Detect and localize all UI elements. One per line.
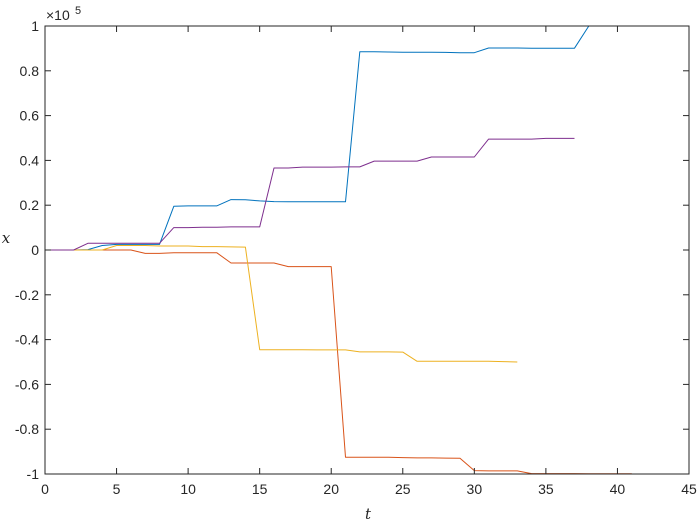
x-tick-label: 15: [252, 481, 268, 497]
x-tick-label: 20: [323, 481, 339, 497]
x-tick-label: 25: [395, 481, 411, 497]
y-tick-label: -0.2: [15, 287, 39, 303]
series-line-4: [45, 137, 575, 251]
y-tick-label: 0.6: [20, 108, 40, 124]
x-tick-label: 10: [180, 481, 196, 497]
x-tick-labels: 0 5 10 15 20 25 30 35 40 45: [41, 481, 697, 497]
x-tick-label: 40: [610, 481, 626, 497]
y-tick-label: 0.2: [20, 197, 40, 213]
x-tick-label: 5: [113, 481, 121, 497]
y-exponent-power: 5: [75, 5, 81, 17]
series-line-3: [45, 245, 518, 363]
y-tick-label: -0.6: [15, 376, 39, 392]
x-tick-label: 0: [41, 481, 49, 497]
x-tick-label: 35: [538, 481, 554, 497]
axes-box: [44, 25, 690, 475]
y-tick-label: -0.4: [15, 332, 39, 348]
y-tick-labels: -1 -0.8 -0.6 -0.4 -0.2 0 0.2 0.4 0.6 0.8 1: [15, 18, 39, 482]
y-tick-label: -0.8: [15, 421, 39, 437]
x-tick-label: 45: [681, 481, 697, 497]
y-tick-label: -1: [27, 466, 40, 482]
y-tick-label: 1: [31, 18, 39, 34]
x-axis-label: t: [365, 505, 372, 523]
plot-background: [45, 26, 689, 474]
y-exponent-base: ×10: [46, 7, 70, 23]
y-axis-label: x: [2, 229, 11, 247]
y-tick-label: 0: [31, 242, 39, 258]
series-line-1: [45, 25, 689, 251]
y-tick-label: 0.8: [20, 63, 40, 79]
y-tick-label: 0.4: [20, 152, 40, 168]
x-tick-label: 30: [467, 481, 483, 497]
